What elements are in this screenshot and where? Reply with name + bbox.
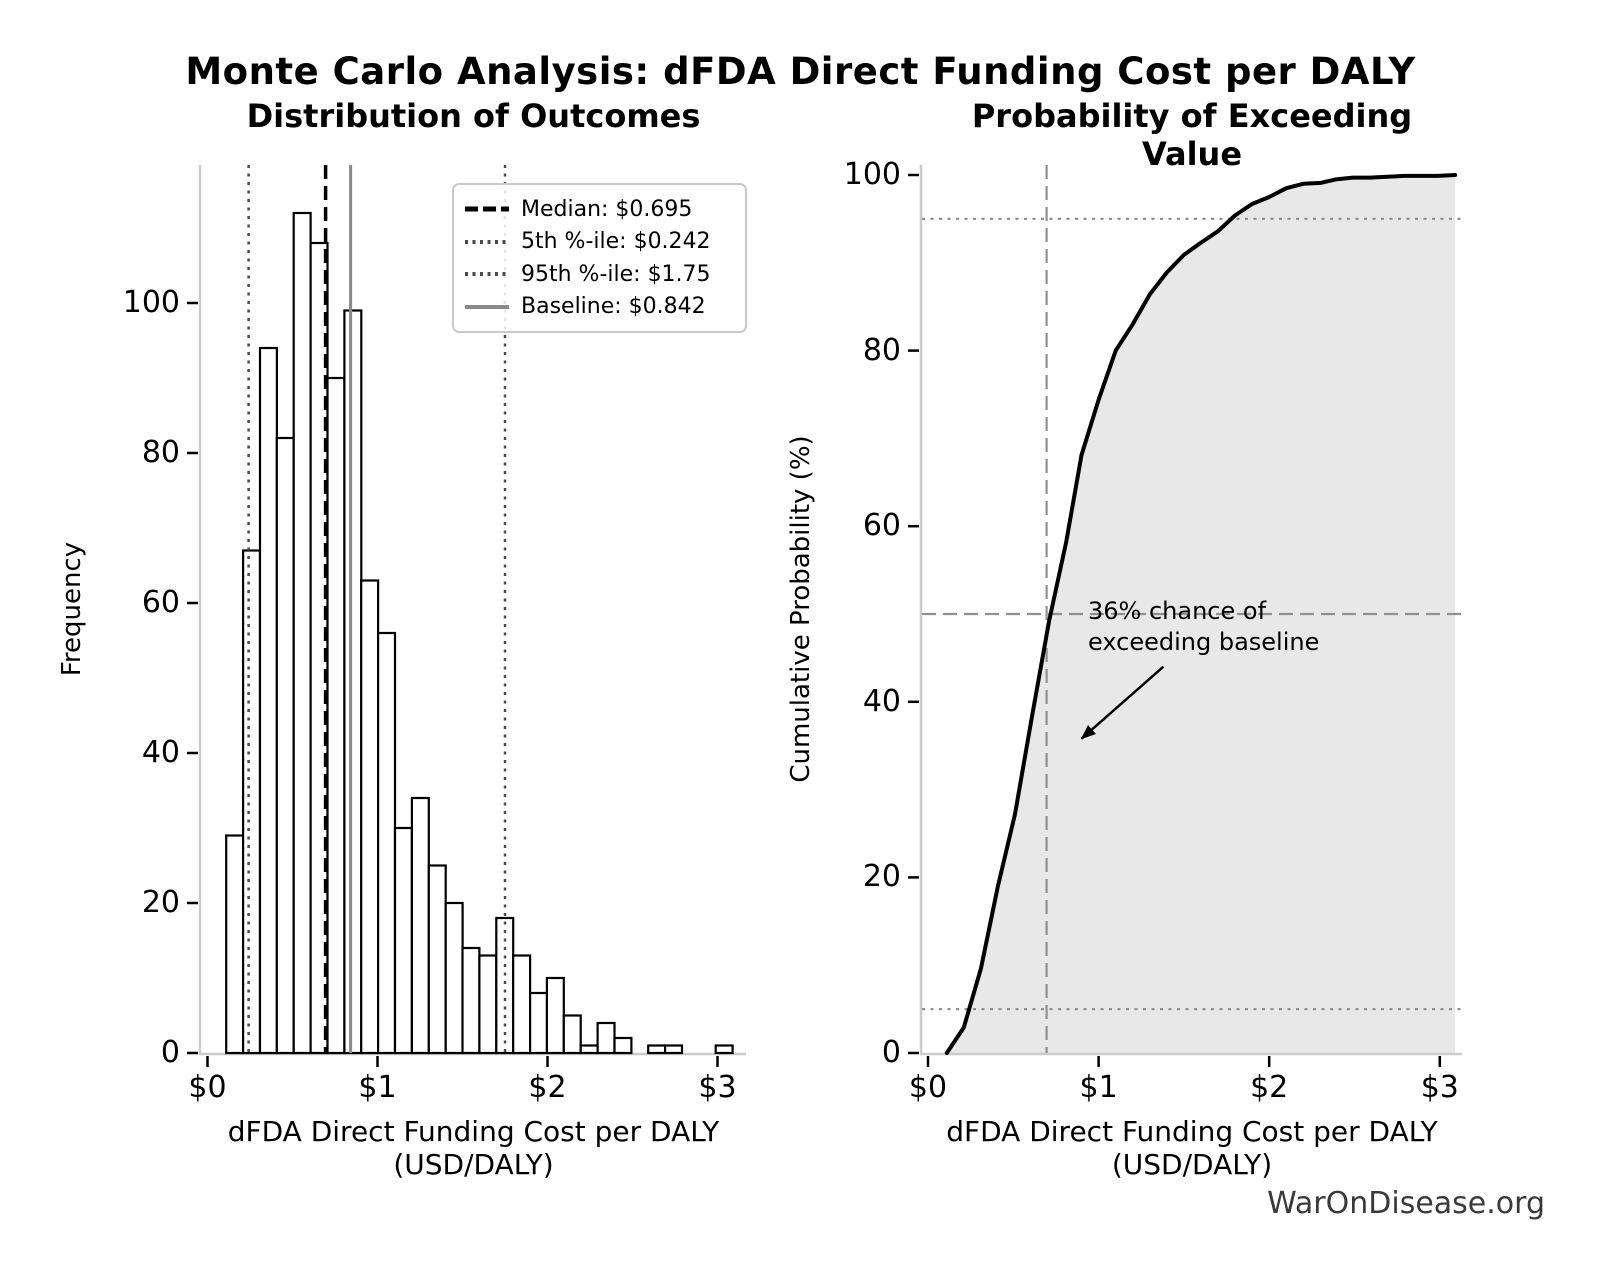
dotted-line-sample xyxy=(465,272,509,277)
y-tick-label: 0 xyxy=(160,1035,180,1070)
legend-item-baseline: Baseline: $0.842 xyxy=(464,291,735,324)
histogram-bar xyxy=(613,1036,633,1055)
y-tick-label: 60 xyxy=(141,585,180,620)
annotation-line-1: 36% chance of xyxy=(1088,597,1267,625)
x-tick-label: $0 xyxy=(188,1070,227,1105)
x-tick-label: $3 xyxy=(1420,1070,1459,1105)
histogram-bar xyxy=(478,954,498,1055)
legend-label: 95th %-ile: $1.75 xyxy=(521,261,711,287)
x-tick-label: $0 xyxy=(908,1070,948,1105)
legend-item-5th-percentile: 5th %-ile: $0.242 xyxy=(464,226,735,259)
histogram-bar xyxy=(427,864,447,1055)
histogram-bar xyxy=(360,579,380,1055)
histogram-bar xyxy=(663,1044,684,1055)
annotation-text: 36% chance of exceeding baseline xyxy=(1088,596,1319,658)
right-xaxis-label: dFDA Direct Funding Cost per DALY (USD/D… xyxy=(946,1115,1438,1181)
left-xaxis-label: dFDA Direct Funding Cost per DALY (USD/D… xyxy=(227,1115,720,1181)
y-tick-label: 20 xyxy=(862,859,901,895)
cdf-curve xyxy=(944,173,1458,1055)
histogram-bar xyxy=(410,796,430,1055)
median-line-sample xyxy=(465,206,509,212)
histogram-bar xyxy=(258,346,278,1055)
y-tick-label: 100 xyxy=(843,157,901,192)
histogram-bar xyxy=(461,946,481,1055)
legend-label: Median: $0.695 xyxy=(521,196,693,222)
footer-watermark: WarOnDisease.org xyxy=(1267,1186,1545,1221)
figure-title: Monte Carlo Analysis: dFDA Direct Fundin… xyxy=(185,50,1416,93)
histogram-bar xyxy=(292,211,312,1055)
y-tick-label: 100 xyxy=(122,285,180,320)
x-tick-label: $3 xyxy=(698,1070,737,1105)
histogram-bar xyxy=(528,991,549,1055)
legend-item-95th-percentile: 95th %-ile: $1.75 xyxy=(464,258,735,291)
legend-label: 5th %-ile: $0.242 xyxy=(521,229,711,255)
histogram-bar xyxy=(275,436,295,1055)
histogram-bar xyxy=(343,309,363,1055)
histogram-bar xyxy=(242,549,262,1055)
y-tick-label: 80 xyxy=(862,332,901,368)
histogram-bar xyxy=(562,1014,582,1055)
left-yaxis-label: Frequency xyxy=(57,541,87,677)
histogram-bar xyxy=(579,1044,599,1055)
right-yaxis-label: Cumulative Probability (%) xyxy=(786,435,816,783)
histogram-bar xyxy=(393,826,413,1055)
histogram-bar xyxy=(444,901,464,1055)
y-tick-label: 20 xyxy=(141,885,180,920)
histogram-bar xyxy=(545,976,565,1055)
solid-line-sample xyxy=(465,304,509,309)
legend-label: Baseline: $0.842 xyxy=(521,294,706,320)
left-plot-title: Distribution of Outcomes xyxy=(246,97,701,135)
legend-item-median: Median: $0.695 xyxy=(464,193,735,226)
x-tick-label: $2 xyxy=(1250,1070,1289,1105)
x-tick-label: $1 xyxy=(358,1070,397,1105)
histogram-bar xyxy=(512,954,532,1055)
y-tick-label: 80 xyxy=(141,435,180,470)
legend: Median: $0.695 5th %-ile: $0.242 95th %-… xyxy=(452,183,747,333)
y-tick-label: 40 xyxy=(141,735,180,770)
histogram-bar xyxy=(377,631,397,1055)
histogram-bar xyxy=(225,834,245,1055)
right-plot-title: Probability of Exceeding Value xyxy=(971,97,1413,173)
histogram-bar xyxy=(647,1044,667,1055)
histogram-bar xyxy=(596,1021,616,1055)
x-tick-label: $2 xyxy=(528,1070,567,1105)
y-tick-label: 40 xyxy=(862,683,901,719)
annotation-line-2: exceeding baseline xyxy=(1088,628,1320,656)
dotted-line-sample xyxy=(465,239,509,244)
x-tick-label: $1 xyxy=(1079,1070,1118,1105)
histogram-bar xyxy=(714,1044,734,1055)
annotation-arrow xyxy=(1080,665,1165,740)
histogram-bar xyxy=(326,376,346,1055)
y-tick-label: 60 xyxy=(862,508,901,544)
y-tick-label: 0 xyxy=(881,1035,901,1070)
